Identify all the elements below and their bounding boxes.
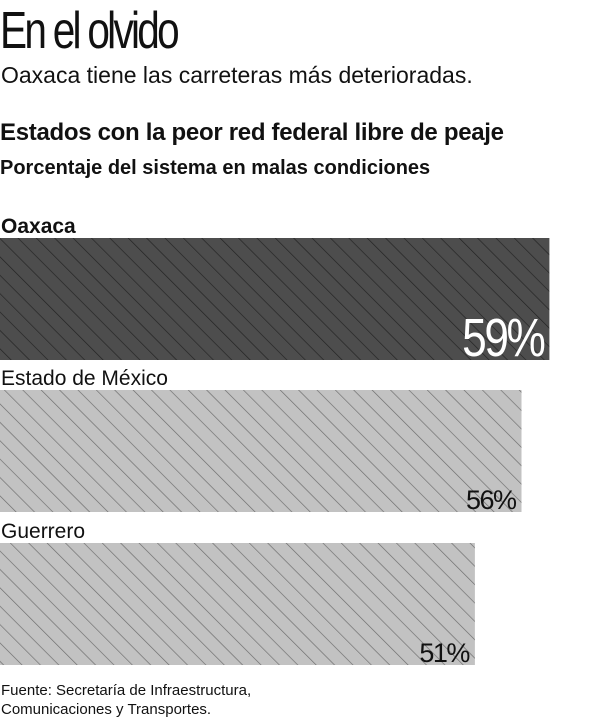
bars-layer: Oaxaca 59% Estado de México 56% Guerrero 51% <box>0 215 550 668</box>
bar-oaxaca <box>0 238 550 360</box>
source-line-1: Fuente: Secretaría de Infraestructura, <box>1 682 252 699</box>
deck: Oaxaca tiene las carreteras más deterior… <box>1 62 473 88</box>
headline: En el olvido <box>0 2 180 60</box>
category-label-estado-de-mexico: Estado de México <box>1 367 168 390</box>
chart-subtitle: Porcentaje del sistema en malas condicio… <box>0 157 431 179</box>
category-label-oaxaca: Oaxaca <box>1 215 76 238</box>
value-label-guerrero: 51% <box>419 638 470 668</box>
chart-title: Estados con la peor red federal libre de… <box>0 119 504 146</box>
source-note: Fuente: Secretaría de Infraestructura, C… <box>1 681 251 719</box>
source-line-2: Comunicaciones y Transportes. <box>1 701 212 718</box>
bar-guerrero <box>0 543 475 665</box>
value-label-oaxaca: 59% <box>462 308 545 368</box>
category-label-guerrero: Guerrero <box>1 520 85 543</box>
value-label-estado-de-mexico: 56% <box>466 485 517 515</box>
bar-estado-de-mexico <box>0 390 522 512</box>
